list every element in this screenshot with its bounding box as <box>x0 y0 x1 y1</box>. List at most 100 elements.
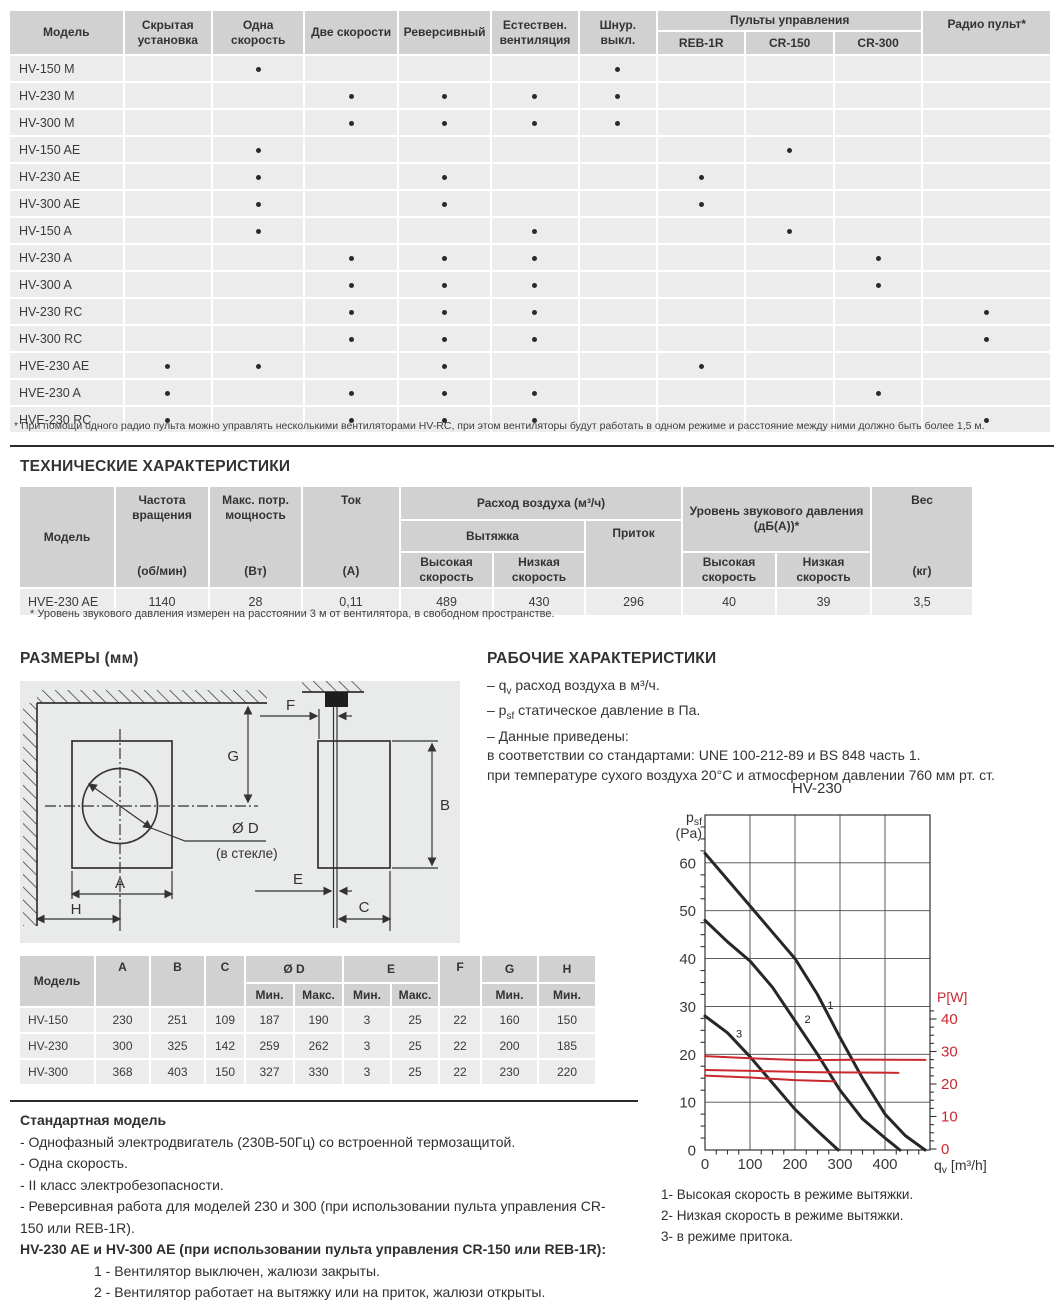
dot-icon <box>255 363 261 369</box>
label-d: Ø D <box>232 820 259 837</box>
feature-empty <box>834 218 922 243</box>
tech-value-supply: 296 <box>586 589 682 615</box>
feature-empty <box>492 191 578 216</box>
feature-empty <box>658 56 745 81</box>
col-header-cr150: CR-150 <box>746 32 833 54</box>
feature-empty <box>923 245 1050 270</box>
tech-col-current-unit: (А) <box>342 564 360 578</box>
feature-dot <box>305 110 397 135</box>
dot-icon <box>698 201 704 207</box>
label-c: C <box>359 899 370 916</box>
curve-number-label: 3 <box>736 1029 742 1041</box>
working-line-conditions: при температуре сухого воздуха 20°C и ат… <box>487 766 995 783</box>
standard-item: 1 - Вентилятор выключен, жалюзи закрыты. <box>94 1262 381 1279</box>
feature-empty <box>834 191 922 216</box>
dot-icon <box>255 147 261 153</box>
feature-dot <box>492 218 578 243</box>
dim-value: 403 <box>151 1060 204 1084</box>
dot-icon <box>532 120 538 126</box>
tech-heading: ТЕХНИЧЕСКИЕ ХАРАКТЕРИСТИКИ <box>20 458 291 475</box>
dot-icon <box>442 390 448 396</box>
feature-dot <box>923 299 1050 324</box>
feature-empty <box>398 56 491 81</box>
dot-icon <box>348 120 354 126</box>
tech-col-supply: Приток <box>586 521 682 587</box>
feature-empty <box>212 326 304 351</box>
dim-subcol-min: Мин. <box>344 984 390 1006</box>
dot-icon <box>787 147 793 153</box>
feature-empty <box>212 380 304 405</box>
table-row: HVE-230 AE 1140 28 0,11 489 430 296 40 3… <box>20 589 973 615</box>
model-name: HV-300 <box>20 1060 94 1084</box>
dot-icon <box>532 336 538 342</box>
label-h: H <box>71 901 82 918</box>
dim-value: 3 <box>344 1008 390 1032</box>
feature-dot <box>579 56 657 81</box>
dim-value: 259 <box>246 1034 293 1058</box>
feature-empty <box>834 299 922 324</box>
dim-value: 327 <box>246 1060 293 1084</box>
feature-empty <box>579 326 657 351</box>
model-name: HVE-230 AE <box>20 589 114 615</box>
feature-empty <box>746 353 833 378</box>
dot-icon <box>442 336 448 342</box>
table-row: HV-230 M <box>10 83 1050 108</box>
model-name: HV-150 <box>20 1008 94 1032</box>
feature-empty <box>923 380 1050 405</box>
dim-value: 3 <box>344 1060 390 1084</box>
y-tick-label: 0 <box>688 1143 696 1160</box>
feature-empty <box>834 353 922 378</box>
plot-border <box>704 814 931 1151</box>
feature-empty <box>579 191 657 216</box>
dot-icon <box>348 255 354 261</box>
feature-empty <box>579 218 657 243</box>
col-header-concealed: Скрытая установка <box>124 11 211 54</box>
dot-icon <box>442 363 448 369</box>
feature-empty <box>305 137 397 162</box>
label-e: E <box>293 871 303 888</box>
model-name: HV-300 RC <box>10 326 123 351</box>
feature-empty <box>923 110 1050 135</box>
feature-empty <box>492 353 578 378</box>
dim-value: 109 <box>206 1008 244 1032</box>
dot-icon <box>532 390 538 396</box>
x-tick-label: 0 <box>701 1156 709 1173</box>
dim-value: 325 <box>151 1034 204 1058</box>
feature-empty <box>124 245 211 270</box>
feature-empty <box>124 326 211 351</box>
feature-empty <box>746 245 833 270</box>
curve-pa-3 <box>703 1014 840 1152</box>
standard-model-block: Стандартная модель - Однофазный электрод… <box>20 1110 626 1304</box>
dot-icon <box>165 363 171 369</box>
working-line-pressure: – psf статическое давление в Па. <box>487 702 701 723</box>
fan-front-outline <box>71 740 173 869</box>
dot-icon <box>442 282 448 288</box>
y-axis-label: psf <box>686 809 702 828</box>
dim-value: 262 <box>295 1034 342 1058</box>
feature-empty <box>658 407 745 432</box>
feature-empty <box>124 164 211 189</box>
working-heading: РАБОЧИЕ ХАРАКТЕРИСТИКИ <box>487 650 717 667</box>
legend-item: 3- в режиме притока. <box>661 1229 794 1244</box>
label-f: F <box>286 697 295 714</box>
table-row: HV-230 300 325 142 259 262 3 25 22 200 185 <box>20 1034 596 1058</box>
model-name: HVE-230 A <box>10 380 123 405</box>
tech-value-noise-low: 39 <box>777 589 871 615</box>
feature-empty <box>579 245 657 270</box>
label-g: G <box>227 748 239 765</box>
fan-side-outline <box>317 740 391 869</box>
feature-empty <box>923 83 1050 108</box>
feature-dot <box>492 272 578 297</box>
chart-grid <box>704 814 931 1151</box>
table-row: HV-230 A <box>10 245 1050 270</box>
feature-empty <box>923 191 1050 216</box>
model-name: HV-230 RC <box>10 299 123 324</box>
dot-icon <box>875 390 881 396</box>
feature-empty <box>124 191 211 216</box>
table-row: HVE-230 AE <box>10 353 1050 378</box>
tech-value-power: 28 <box>210 589 301 615</box>
dot-icon <box>532 309 538 315</box>
feature-dot <box>398 299 491 324</box>
tech-col-power-label: Макс. потр. мощность <box>222 493 289 522</box>
feature-empty <box>746 110 833 135</box>
